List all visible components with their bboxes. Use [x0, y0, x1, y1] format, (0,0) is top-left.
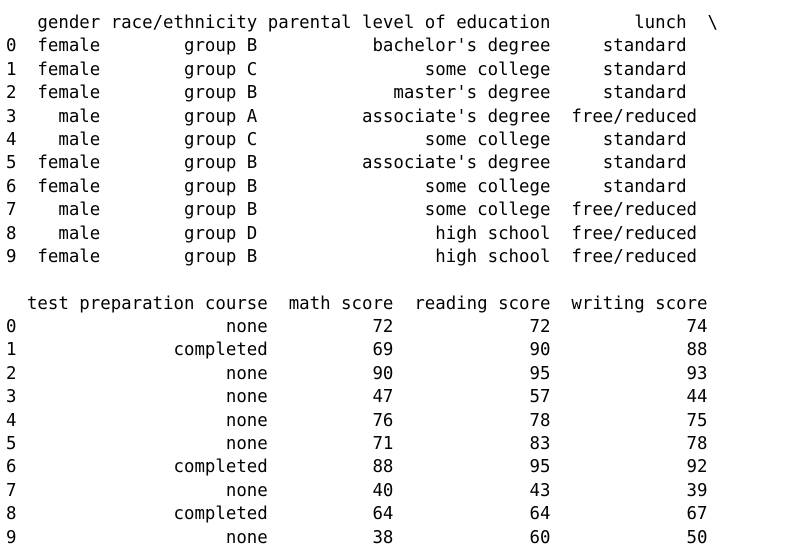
table-row: 6 female group B some college standard [6, 176, 687, 197]
table-row: 1 completed 69 90 88 [6, 340, 708, 361]
table-row: 7 none 40 43 39 [6, 480, 708, 501]
table-row: 9 female group B high school free/reduce… [6, 246, 698, 267]
table-row: 3 none 47 57 44 [6, 387, 708, 408]
table-header-bottom: test preparation course math score readi… [6, 293, 708, 314]
table-header-top: gender race/ethnicity parental level of … [6, 13, 718, 33]
table-row: 6 completed 88 95 92 [6, 457, 708, 478]
table-row: 8 male group D high school free/reduced [6, 223, 698, 244]
blank-line [6, 269, 718, 292]
table-row: 7 male group B some college free/reduced [6, 200, 698, 221]
table-row: 8 completed 64 64 67 [6, 504, 708, 525]
table-row: 4 male group C some college standard [6, 129, 687, 150]
dataframe-output: gender race/ethnicity parental level of … [6, 12, 718, 550]
table-row: 9 none 38 60 50 [6, 527, 708, 548]
table-row: 1 female group C some college standard [6, 59, 687, 80]
table-row: 0 female group B bachelor's degree stand… [6, 36, 687, 57]
table-row: 5 female group B associate's degree stan… [6, 153, 687, 174]
table-row: 0 none 72 72 74 [6, 317, 708, 338]
table-row: 4 none 76 78 75 [6, 410, 708, 431]
table-row: 2 female group B master's degree standar… [6, 83, 687, 104]
table-row: 3 male group A associate's degree free/r… [6, 106, 698, 127]
table-row: 5 none 71 83 78 [6, 434, 708, 455]
table-row: 2 none 90 95 93 [6, 363, 708, 384]
